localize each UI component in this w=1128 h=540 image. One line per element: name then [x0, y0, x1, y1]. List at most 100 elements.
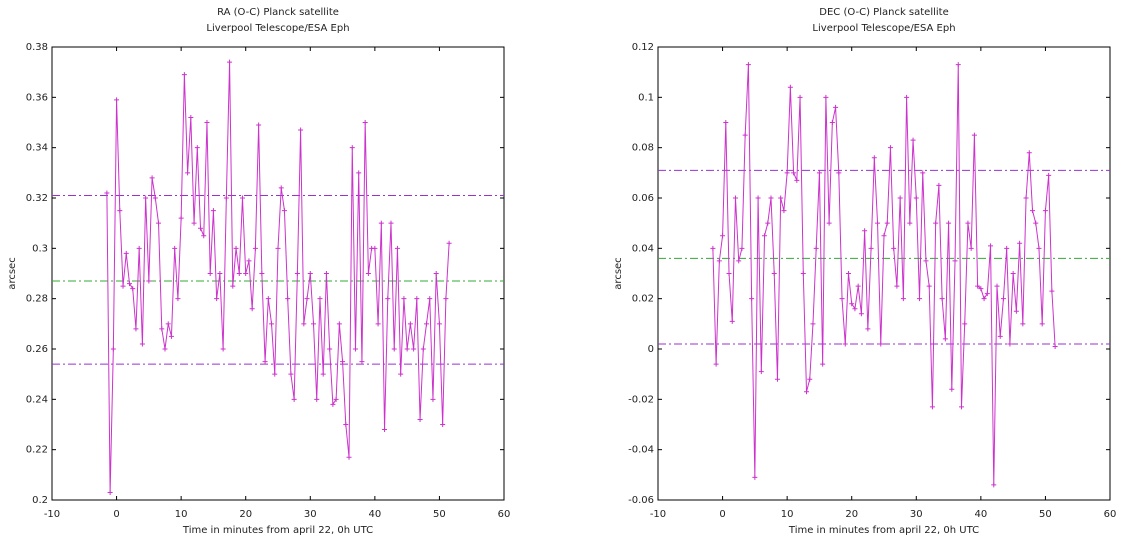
data-marker	[246, 258, 252, 264]
data-marker	[787, 84, 793, 90]
y-tick-label: 0.26	[26, 344, 48, 355]
data-marker	[375, 321, 381, 327]
data-marker	[285, 296, 291, 302]
y-tick-label: -0.02	[628, 394, 654, 405]
data-marker	[768, 195, 774, 201]
y-tick-label: 0.36	[26, 92, 48, 103]
data-marker	[130, 286, 136, 292]
data-marker	[729, 318, 735, 324]
data-marker	[165, 321, 171, 327]
data-marker	[123, 250, 129, 256]
data-marker	[340, 359, 346, 365]
data-marker	[323, 271, 329, 276]
data-marker	[949, 386, 955, 392]
plot-frame	[51, 46, 505, 501]
data-marker	[249, 306, 255, 312]
data-marker	[411, 346, 417, 352]
data-marker	[398, 371, 404, 377]
data-marker	[443, 296, 449, 302]
data-marker	[168, 333, 174, 339]
data-marker	[191, 220, 197, 226]
data-marker	[1004, 245, 1010, 251]
data-marker	[1000, 296, 1006, 302]
data-marker	[1046, 172, 1052, 178]
data-marker	[243, 271, 249, 276]
data-marker	[256, 122, 262, 128]
x-tick-label: 40	[974, 509, 987, 520]
data-marker	[988, 243, 994, 249]
data-marker	[107, 489, 113, 495]
data-marker	[414, 296, 420, 302]
data-marker	[233, 245, 239, 251]
data-marker	[239, 195, 245, 201]
data-marker	[259, 271, 265, 276]
data-marker	[881, 233, 887, 239]
x-tick-label: 30	[910, 509, 923, 520]
data-marker	[133, 326, 139, 332]
data-marker	[887, 145, 893, 151]
data-line	[106, 62, 450, 493]
data-marker	[104, 190, 110, 196]
data-marker	[739, 245, 745, 251]
data-marker	[884, 220, 890, 226]
data-marker	[836, 170, 842, 176]
x-tick-label: 60	[1104, 509, 1117, 520]
data-marker	[288, 371, 294, 377]
x-tick-label: 40	[368, 509, 381, 520]
data-marker	[1023, 195, 1029, 201]
data-marker	[858, 311, 864, 317]
data-marker	[175, 296, 181, 302]
x-tick-label: 10	[781, 509, 794, 520]
y-tick-label: 0.22	[26, 445, 48, 456]
data-marker	[210, 208, 216, 214]
data-marker	[823, 94, 829, 100]
x-axis-label: Time in minutes from april 22, 0h UTC	[788, 525, 979, 536]
data-marker	[797, 94, 803, 100]
data-marker	[749, 296, 755, 302]
data-marker	[981, 296, 987, 302]
chart-title: DEC (O-C) Planck satellite	[819, 7, 948, 18]
data-marker	[720, 233, 726, 239]
data-marker	[900, 296, 906, 302]
data-marker	[378, 220, 384, 226]
x-tick-label: 50	[433, 509, 446, 520]
data-marker	[275, 245, 281, 251]
data-marker	[1010, 271, 1016, 276]
data-marker	[762, 233, 768, 239]
data-marker	[752, 474, 758, 480]
data-marker	[146, 278, 152, 284]
data-marker	[1013, 308, 1019, 314]
chart-subtitle: Liverpool Telescope/ESA Eph	[206, 23, 349, 34]
x-tick-label: -10	[44, 509, 60, 520]
data-marker	[320, 371, 326, 377]
data-marker	[117, 208, 123, 214]
data-marker	[311, 321, 317, 327]
data-marker	[726, 271, 732, 276]
data-marker	[178, 215, 184, 221]
data-marker	[894, 283, 900, 289]
data-marker	[272, 371, 278, 377]
data-marker	[382, 427, 388, 433]
data-marker	[1007, 341, 1013, 347]
data-marker	[807, 376, 813, 382]
data-marker	[139, 341, 145, 347]
data-marker	[223, 195, 229, 201]
data-marker	[816, 170, 822, 176]
data-marker	[1049, 288, 1055, 294]
data-marker	[965, 220, 971, 226]
data-marker	[1033, 220, 1039, 226]
data-marker	[136, 245, 142, 251]
data-marker	[710, 245, 716, 251]
data-marker	[794, 177, 800, 183]
data-marker	[1026, 150, 1032, 156]
y-axis-label: arcsec	[613, 257, 624, 289]
data-marker	[920, 170, 926, 176]
data-marker	[281, 208, 287, 214]
data-marker	[849, 301, 855, 307]
data-marker	[1030, 208, 1036, 214]
data-marker	[742, 132, 748, 138]
data-marker	[984, 291, 990, 297]
data-marker	[865, 326, 871, 332]
data-marker	[217, 271, 223, 276]
x-tick-label: 20	[845, 509, 858, 520]
